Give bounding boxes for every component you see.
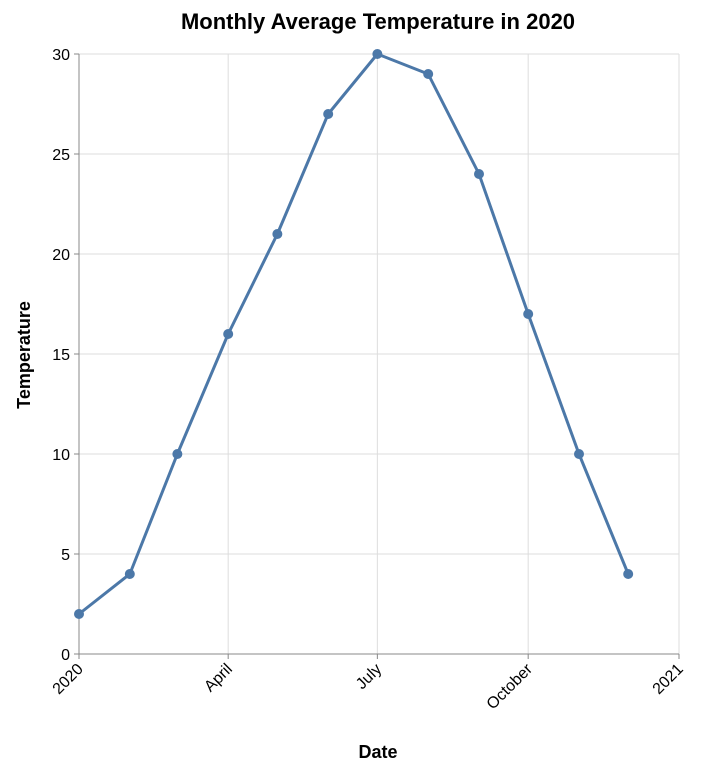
data-point[interactable]: [74, 609, 84, 619]
chart-title: Monthly Average Temperature in 2020: [181, 9, 575, 34]
data-point[interactable]: [523, 309, 534, 319]
x-tick-label: October: [484, 660, 537, 713]
data-point[interactable]: [623, 569, 634, 579]
grid-lines: [78, 53, 680, 654]
data-point[interactable]: [223, 329, 234, 339]
x-tick-label: April: [201, 661, 236, 696]
x-tick-label: July: [353, 661, 385, 693]
data-point[interactable]: [372, 49, 383, 59]
x-tick-label: 2020: [50, 661, 87, 698]
data-point[interactable]: [124, 569, 135, 579]
y-axis-title: Temperature: [14, 301, 34, 409]
data-point[interactable]: [172, 449, 183, 459]
data-point[interactable]: [423, 69, 434, 79]
data-point[interactable]: [272, 229, 283, 239]
axes: 0 5 10 15 20 25 30 2020 April July October 2021: [50, 47, 687, 713]
y-tick-label: 15: [52, 347, 70, 364]
y-tick-label: 0: [61, 647, 70, 664]
series-temperature: [74, 49, 634, 619]
data-point[interactable]: [323, 109, 334, 119]
data-point[interactable]: [574, 449, 584, 459]
data-point[interactable]: [474, 169, 484, 179]
x-axis-title: Date: [358, 742, 397, 762]
y-tick-label: 30: [52, 47, 70, 64]
series-line: [78, 52, 630, 616]
y-tick-label: 20: [52, 247, 70, 264]
y-tick-label: 10: [52, 447, 70, 464]
y-tick-label: 25: [52, 147, 70, 164]
x-tick-label: 2021: [650, 661, 687, 698]
y-tick-label: 5: [61, 547, 70, 564]
